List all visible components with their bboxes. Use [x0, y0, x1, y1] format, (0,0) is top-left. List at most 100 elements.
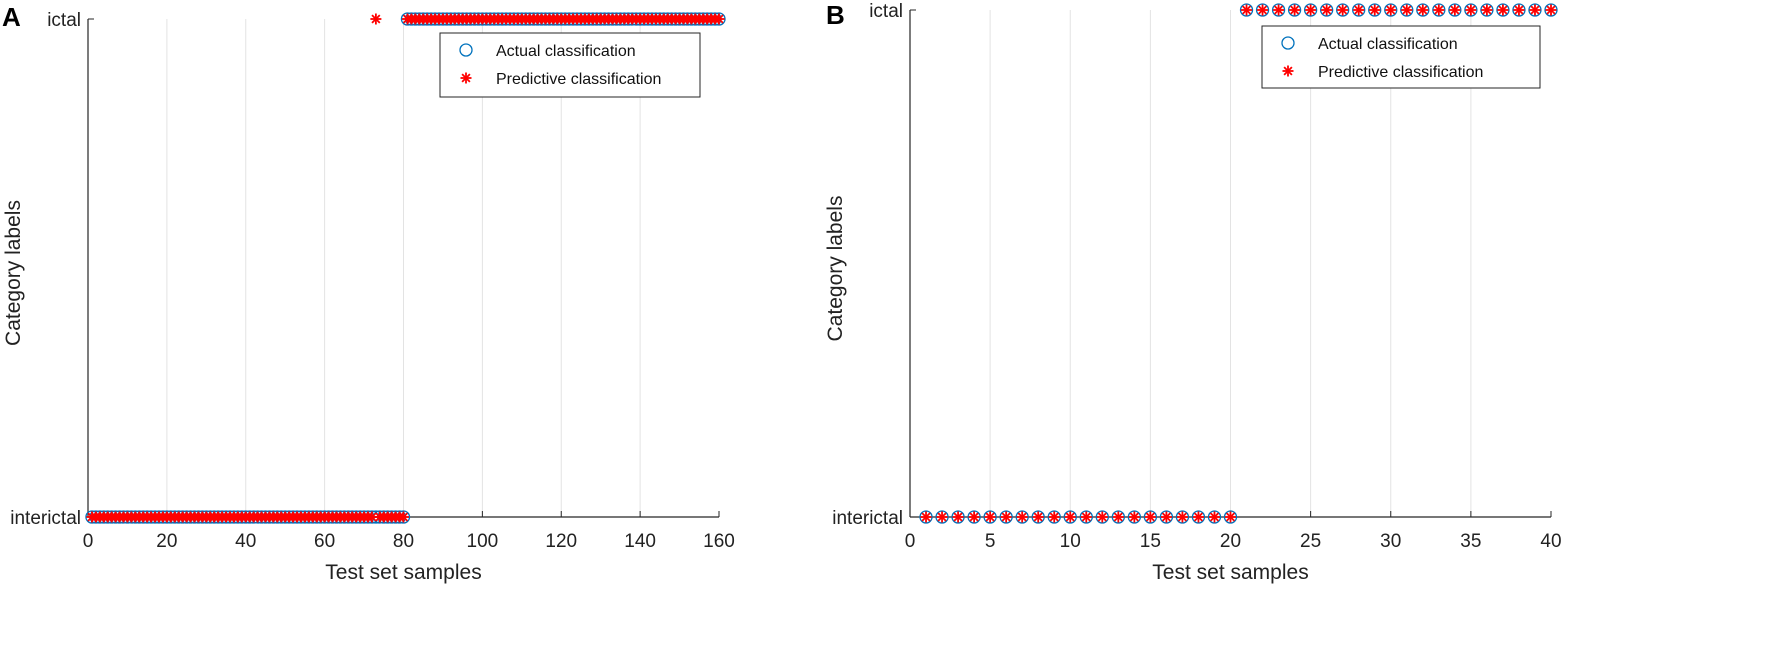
- x-tick-label: 40: [235, 531, 256, 552]
- data-point-circle: [1400, 3, 1414, 17]
- x-tick-label: 30: [1380, 531, 1401, 552]
- asterisk-stroke: [1097, 512, 1107, 522]
- asterisk-stroke: [1225, 512, 1236, 522]
- data-point-circle: [1207, 510, 1222, 524]
- asterisk-stroke: [1049, 512, 1059, 522]
- asterisk-stroke: [921, 512, 931, 522]
- y-axis-label: Category labels: [824, 196, 847, 342]
- asterisk-marker: [1144, 511, 1156, 523]
- asterisk-stroke: [1546, 5, 1556, 15]
- data-point-circle: [999, 510, 1013, 524]
- panel-label: B: [826, 0, 845, 30]
- data-point-circle: [1512, 3, 1526, 17]
- asterisk-marker: [984, 511, 996, 523]
- asterisk-marker: [1192, 511, 1204, 523]
- x-axis-label: Test set samples: [325, 561, 481, 584]
- asterisk-marker: [1048, 511, 1060, 523]
- asterisk-marker: [968, 511, 980, 523]
- asterisk-marker: [920, 511, 932, 523]
- asterisk-marker: [1353, 4, 1365, 16]
- asterisk-marker: [1529, 4, 1541, 16]
- asterisk-stroke: [1306, 5, 1316, 15]
- x-tick-label: 0: [905, 531, 916, 552]
- x-tick-label: 60: [314, 531, 335, 552]
- x-tick-label: 10: [1060, 531, 1081, 552]
- asterisk-stroke: [1402, 5, 1412, 15]
- data-point-circle: [1368, 3, 1382, 17]
- asterisk-stroke: [1258, 5, 1268, 15]
- asterisk-marker: [1305, 4, 1317, 16]
- data-point-circle: [1271, 3, 1286, 17]
- asterisk-marker: [370, 13, 382, 25]
- panel-label: A: [2, 2, 21, 32]
- x-tick-label: 140: [624, 531, 656, 552]
- asterisk-stroke: [1001, 512, 1011, 522]
- data-point-circle: [1047, 510, 1061, 524]
- legend-entry: Actual classification: [1318, 36, 1458, 53]
- asterisk-marker: [1208, 511, 1220, 523]
- asterisk-marker: [1289, 4, 1301, 16]
- data-point-circle: [1031, 510, 1045, 524]
- legend-circle-icon: [459, 43, 473, 57]
- x-axis-label: Test set samples: [1152, 561, 1308, 584]
- asterisk-stroke: [461, 73, 471, 83]
- asterisk-stroke: [1498, 5, 1508, 15]
- asterisk-stroke: [1290, 5, 1300, 15]
- data-point-circle: [1336, 3, 1350, 17]
- y-tick-label: interictal: [10, 508, 81, 529]
- x-tick-label: 100: [467, 531, 499, 552]
- data-point-circle: [919, 510, 933, 524]
- data-point-circle: [1063, 510, 1077, 524]
- data-point-circle: [1464, 3, 1478, 17]
- asterisk-marker: [936, 511, 948, 523]
- data-point-circle: [1432, 3, 1446, 17]
- asterisk-stroke: [937, 512, 947, 522]
- x-tick-label: 25: [1300, 531, 1321, 552]
- data-point-circle: [1191, 510, 1206, 524]
- data-point-circle: [1544, 3, 1558, 17]
- data-point-circle: [1143, 510, 1158, 524]
- asterisk-marker: [1273, 4, 1285, 16]
- x-tick-label: 160: [703, 531, 735, 552]
- asterisk-marker: [1369, 4, 1381, 16]
- asterisk-stroke: [1017, 512, 1027, 522]
- x-tick-label: 15: [1140, 531, 1161, 552]
- asterisk-marker: [1241, 4, 1253, 16]
- asterisk-marker: [1257, 4, 1269, 16]
- asterisk-marker: [713, 13, 725, 25]
- asterisk-marker: [460, 72, 472, 84]
- asterisk-marker: [1321, 4, 1333, 16]
- data-point-circle: [1287, 3, 1302, 17]
- asterisk-stroke: [398, 512, 409, 522]
- data-point-circle: [935, 510, 949, 524]
- asterisk-stroke: [1530, 5, 1540, 15]
- asterisk-stroke: [1338, 5, 1348, 15]
- data-point-circle: [1159, 510, 1174, 524]
- asterisk-marker: [1096, 511, 1108, 523]
- asterisk-stroke: [1482, 5, 1492, 15]
- y-tick-label: ictal: [869, 1, 903, 22]
- x-tick-label: 35: [1460, 531, 1481, 552]
- data-point-circle: [1239, 3, 1254, 17]
- asterisk-stroke: [1177, 512, 1187, 522]
- data-point-circle: [1015, 510, 1029, 524]
- asterisk-stroke: [1193, 512, 1203, 522]
- data-point-circle: [951, 510, 965, 524]
- x-tick-label: 5: [985, 531, 996, 552]
- asterisk-stroke: [1033, 512, 1043, 522]
- series-predictive: [86, 13, 725, 523]
- asterisk-stroke: [1322, 5, 1332, 15]
- x-tick-label: 0: [83, 531, 94, 552]
- asterisk-stroke: [1065, 512, 1075, 522]
- chart-panel-b: 0 5 10 15 20 25 30 35 40 interictal ictal Test set …: [824, 0, 1562, 584]
- x-tick-label: 20: [1220, 531, 1241, 552]
- asterisk-marker: [1481, 4, 1493, 16]
- x-tick-label: 40: [1540, 531, 1561, 552]
- data-point-circle: [1384, 3, 1398, 17]
- asterisk-marker: [1128, 511, 1140, 523]
- x-tick-label: 80: [393, 531, 414, 552]
- y-axis-label: Category labels: [2, 200, 25, 346]
- data-point-circle: [1320, 3, 1334, 17]
- asterisk-stroke: [1450, 5, 1460, 15]
